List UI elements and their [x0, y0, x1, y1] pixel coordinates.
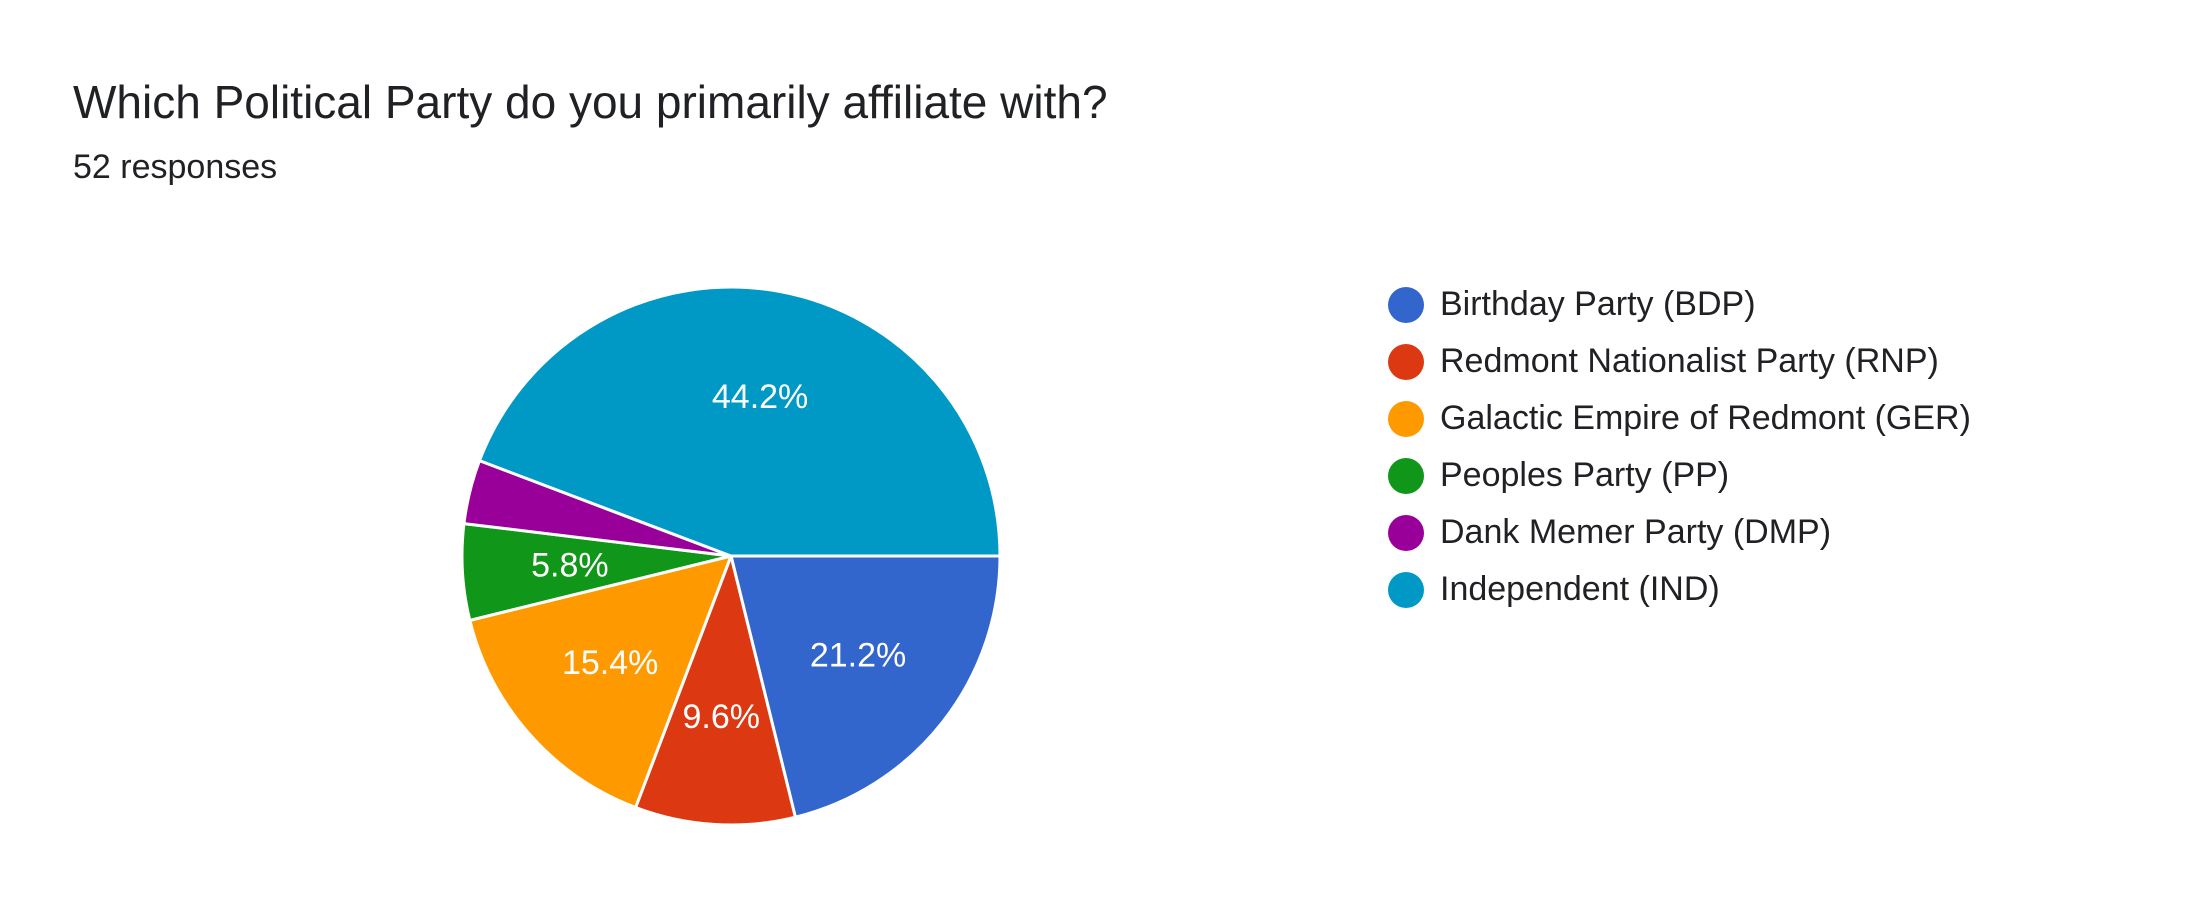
legend-swatch	[1388, 457, 1424, 494]
legend-item-dank-memer-party-dmp[interactable]: Dank Memer Party (DMP)	[1388, 504, 1971, 561]
slice-percent-label: 9.6%	[683, 698, 761, 736]
pie-slice-redmont-nationalist-party-rnp[interactable]	[634, 554, 797, 827]
legend-label: Birthday Party (BDP)	[1440, 285, 1756, 323]
legend-swatch	[1388, 286, 1424, 323]
legend-label: Galactic Empire of Redmont (GER)	[1440, 399, 1971, 437]
legend-swatch	[1388, 400, 1424, 437]
pie-labels: 21.2% 9.6% 15.4% 5.8% 44.2%	[531, 378, 906, 736]
legend-swatch	[1388, 343, 1424, 380]
legend-swatch	[1388, 571, 1424, 608]
legend-label: Peoples Party (PP)	[1440, 456, 1730, 494]
legend-label: Dank Memer Party (DMP)	[1440, 513, 1832, 551]
legend-item-redmont-nationalist-party-rnp[interactable]: Redmont Nationalist Party (RNP)	[1388, 333, 1971, 390]
pie-slices	[460, 285, 1002, 827]
legend-label: Independent (IND)	[1440, 570, 1720, 608]
legend-item-birthday-party-bdp[interactable]: Birthday Party (BDP)	[1388, 276, 1971, 333]
question-title: Which Political Party do you primarily a…	[73, 76, 1108, 128]
legend-item-independent-ind[interactable]: Independent (IND)	[1388, 561, 1971, 618]
pie-slice-birthday-party-bdp[interactable]	[729, 554, 1002, 819]
legend-label: Redmont Nationalist Party (RNP)	[1440, 342, 1939, 380]
legend-item-peoples-party-pp[interactable]: Peoples Party (PP)	[1388, 447, 1971, 504]
response-count: 52 responses	[73, 148, 278, 186]
slice-percent-label: 44.2%	[712, 378, 808, 416]
slice-percent-label: 15.4%	[562, 644, 658, 682]
pie-slice-galactic-empire-of-redmont-ger[interactable]	[468, 554, 733, 810]
slice-percent-label: 5.8%	[531, 547, 609, 585]
legend-item-galactic-empire-of-redmont-ger[interactable]: Galactic Empire of Redmont (GER)	[1388, 390, 1971, 447]
legend-swatch	[1388, 514, 1424, 551]
pie-slice-independent-ind[interactable]	[477, 285, 1002, 558]
slice-percent-label: 21.2%	[810, 637, 906, 675]
chart-legend: Birthday Party (BDP) Redmont Nationalist …	[1388, 276, 1971, 618]
